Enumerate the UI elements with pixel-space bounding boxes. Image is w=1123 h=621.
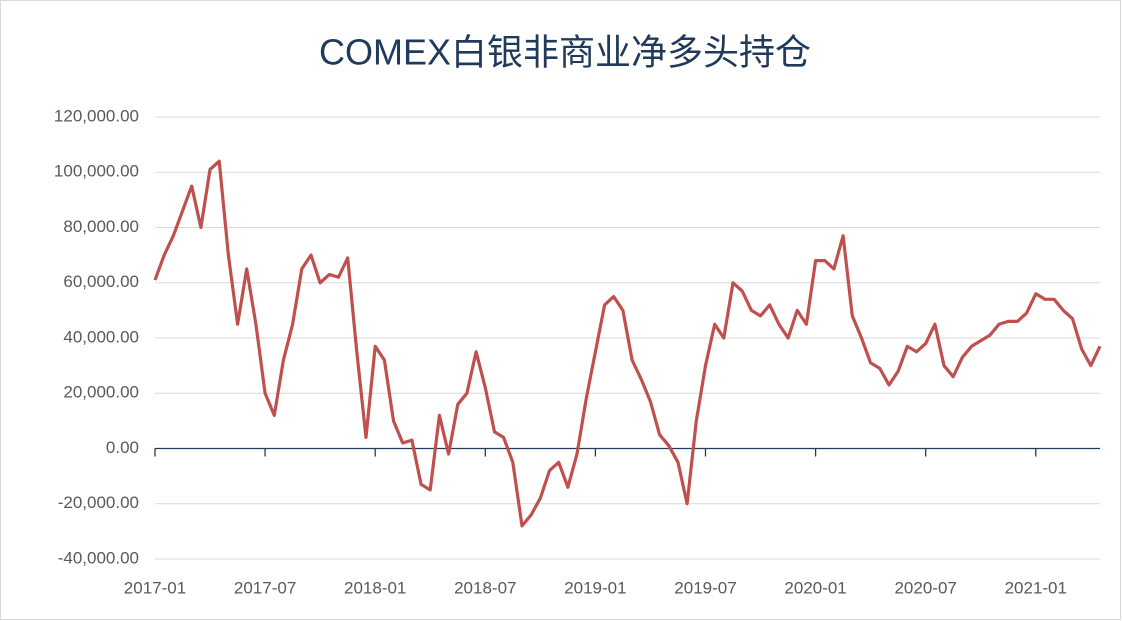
x-tick-label: 2019-01 [564,578,626,597]
y-tick-label: -40,000.00 [58,548,139,567]
data-line [153,159,1102,528]
y-tick-label: 20,000.00 [63,383,139,402]
x-tick-label: 2018-07 [454,578,516,597]
chart-title: COMEX白银非商业净多头持仓 [319,32,811,73]
x-tick-label: 2018-01 [344,578,406,597]
x-tick-label: 2017-07 [234,578,296,597]
y-tick-label: 60,000.00 [63,272,139,291]
x-tick-label: 2019-07 [674,578,736,597]
x-tick-label: 2020-07 [894,578,956,597]
x-tick-label: 2021-01 [1005,578,1067,597]
y-tick-label: -20,000.00 [58,493,139,512]
y-tick-label: 120,000.00 [54,106,139,125]
x-tick-label: 2017-01 [124,578,186,597]
y-tick-label: 0.00 [106,438,139,457]
y-tick-label: 40,000.00 [63,327,139,346]
y-tick-label: 100,000.00 [54,162,139,181]
y-tick-label: 80,000.00 [63,217,139,236]
x-tick-label: 2020-01 [784,578,846,597]
